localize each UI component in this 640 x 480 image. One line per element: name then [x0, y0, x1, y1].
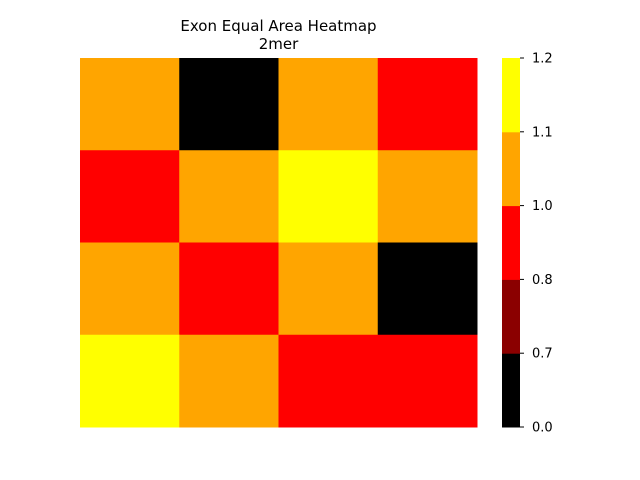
- heatmap-cell-r1-c0: [80, 150, 180, 243]
- heatmap-cell-r0-c1: [179, 58, 279, 151]
- colorbar-tick-label: 1.2: [532, 52, 553, 67]
- heatmap-cell-r2-c3: [377, 242, 478, 336]
- heatmap-cell-r0-c3: [377, 58, 478, 151]
- heatmap-cell-r3-c1: [179, 334, 279, 428]
- colorbar-tick-label: 0.8: [532, 273, 553, 288]
- heatmap-cell-r2-c1: [179, 242, 279, 336]
- colorbar-segment-2: [502, 205, 520, 280]
- chart-subtitle: 2mer: [258, 35, 299, 53]
- heatmap-cell-r3-c2: [278, 334, 379, 428]
- heatmap-cell-r1-c1: [179, 150, 279, 243]
- heatmap-cells: [80, 58, 478, 428]
- heatmap-cell-r3-c3: [377, 334, 478, 428]
- colorbar-tick-label: 1.0: [532, 199, 553, 214]
- heatmap-cell-r0-c0: [80, 58, 180, 151]
- colorbar-bins: [502, 58, 520, 428]
- heatmap-cell-r1-c2: [278, 150, 379, 243]
- colorbar-ticks: 0.0 0.7 0.8 1.0 1.1 1.2: [520, 52, 553, 436]
- colorbar: 0.0 0.7 0.8 1.0 1.1 1.2: [502, 52, 553, 436]
- heatmap-cell-r2-c2: [278, 242, 379, 336]
- heatmap-cell-r3-c0: [80, 334, 180, 428]
- colorbar-segment-4: [502, 58, 520, 133]
- heatmap-cell-r2-c0: [80, 242, 180, 336]
- heatmap-cell-r0-c2: [278, 58, 379, 151]
- chart-title: Exon Equal Area Heatmap: [180, 17, 377, 35]
- heatmap-cell-r1-c3: [377, 150, 478, 243]
- colorbar-segment-0: [502, 353, 520, 428]
- colorbar-tick-label: 1.1: [532, 125, 553, 140]
- colorbar-segment-1: [502, 279, 520, 354]
- colorbar-tick-label: 0.7: [532, 347, 553, 362]
- colorbar-tick-label: 0.0: [532, 421, 553, 436]
- colorbar-segment-3: [502, 131, 520, 207]
